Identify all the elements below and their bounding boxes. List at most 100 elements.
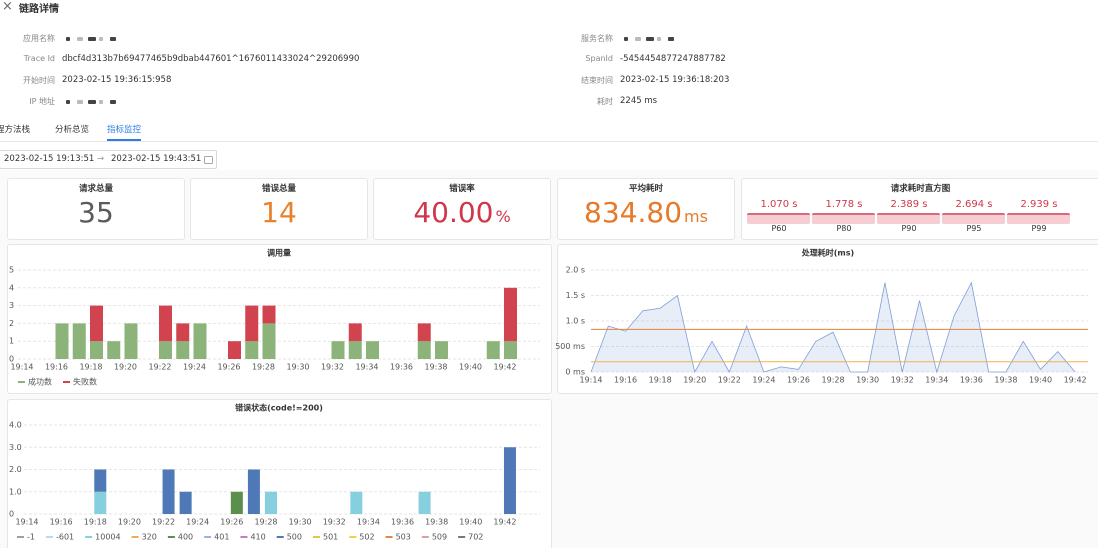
- bar: [107, 341, 121, 359]
- x-tick-label: 19:28: [822, 376, 845, 385]
- legend-label: 成功数: [28, 377, 52, 387]
- bar: [247, 469, 260, 514]
- legend-label: 702: [468, 533, 483, 542]
- page-title: 链路详情: [19, 4, 59, 15]
- chart-title: 错误状态(code!=200): [235, 403, 323, 413]
- histogram-label: P95: [966, 224, 982, 233]
- legend-label: 501: [323, 533, 338, 542]
- histogram-value: 1.070 s: [760, 199, 798, 210]
- x-tick-label: 19:18: [79, 363, 102, 372]
- bar: [94, 491, 107, 514]
- x-tick-label: 19:24: [183, 363, 206, 372]
- tab[interactable]: 指标监控: [107, 125, 142, 135]
- stat-card: 平均耗时 834.80 ms: [557, 178, 735, 240]
- y-tick-label: 4: [9, 283, 14, 292]
- stat-title: 平均耗时: [628, 184, 663, 194]
- info-label: Trace Id: [23, 54, 55, 63]
- info-label: SpanId: [585, 54, 613, 63]
- info-label: 应用名称: [23, 34, 55, 43]
- bar: [159, 341, 172, 359]
- bar: [331, 341, 345, 359]
- info-value: dbcf4d313b7b69477465b9dbab447601^1676011…: [62, 54, 360, 64]
- x-tick-label: 19:22: [148, 363, 171, 372]
- info-value: 2245 ms: [620, 96, 658, 106]
- legend-label: 502: [359, 533, 374, 542]
- x-tick-label: 19:18: [84, 518, 107, 527]
- bar: [90, 341, 103, 359]
- bar: [503, 447, 516, 514]
- bar: [230, 491, 243, 514]
- info-label: IP 地址: [29, 97, 55, 106]
- bar: [350, 491, 363, 514]
- y-tick-label: 3.0: [9, 443, 22, 452]
- date-range[interactable]: 2023-02-15 19:13:51 → 2023-02-15 19:43:51: [0, 150, 217, 169]
- masked-value: [110, 100, 116, 104]
- x-tick-label: 19:42: [493, 363, 516, 372]
- separator: [0, 141, 1098, 142]
- masked-value: [77, 100, 83, 104]
- bar: [90, 305, 103, 342]
- masked-value: [88, 100, 96, 104]
- area: [591, 282, 1076, 372]
- bar: [159, 305, 172, 342]
- bar: [55, 323, 69, 359]
- y-tick-label: 1.5 s: [566, 291, 585, 300]
- x-tick-label: 19:26: [787, 376, 810, 385]
- histogram-bar: [747, 213, 810, 224]
- legend-label: 失败数: [73, 377, 97, 387]
- y-tick-label: 1: [9, 337, 14, 346]
- histogram-bar: [877, 213, 940, 224]
- y-tick-label: 2.0 s: [566, 266, 585, 275]
- histogram-card: 请求耗时直方图 1.070 s P60 1.778 s P80 2.389 s P90 2.6…: [741, 178, 1098, 240]
- bar: [124, 323, 138, 359]
- legend-label: 509: [432, 533, 447, 542]
- close-icon[interactable]: ×: [2, 0, 13, 14]
- bar: [179, 491, 192, 514]
- masked-value: [99, 100, 103, 104]
- stat-card: 错误率 40.00%: [373, 178, 551, 240]
- tab[interactable]: 程方法栈: [0, 125, 31, 135]
- stat-unit: %: [495, 207, 511, 226]
- stat-value: 35: [8, 196, 184, 229]
- x-tick-label: 19:34: [357, 518, 380, 527]
- bar: [228, 341, 241, 359]
- legend-label: -601: [56, 533, 74, 542]
- x-tick-label: 19:24: [186, 518, 209, 527]
- info-value: 2023-02-15 19:36:15:958: [62, 75, 172, 85]
- calendar-icon: [204, 156, 213, 164]
- histogram-bar: [1007, 213, 1070, 224]
- bar: [435, 341, 448, 359]
- bar: [245, 341, 259, 359]
- histogram-bar: [812, 213, 875, 224]
- x-tick-label: 19:42: [1064, 376, 1087, 385]
- bar: [176, 323, 190, 342]
- y-tick-label: 4.0: [9, 421, 22, 430]
- tab[interactable]: 分析总览: [55, 125, 90, 135]
- x-tick-label: 19:32: [891, 376, 914, 385]
- y-tick-label: 0 ms: [565, 368, 585, 377]
- x-tick-label: 19:36: [391, 518, 414, 527]
- legend-label: 500: [287, 533, 302, 542]
- bar: [418, 491, 431, 514]
- x-tick-label: 19:38: [994, 376, 1017, 385]
- histogram-value: 2.694 s: [955, 199, 993, 210]
- x-tick-label: 19:32: [321, 363, 344, 372]
- date-end: 2023-02-15 19:43:51: [111, 154, 202, 164]
- bar: [72, 323, 86, 359]
- histogram-value: 2.389 s: [890, 199, 928, 210]
- stat-number: 834.80: [584, 196, 683, 229]
- info-label: 服务名称: [581, 34, 613, 43]
- bar: [504, 287, 517, 342]
- x-tick-label: 19:40: [459, 363, 482, 372]
- masked-value: [66, 37, 70, 41]
- y-tick-label: 500 ms: [555, 342, 585, 351]
- bar: [94, 469, 107, 492]
- y-tick-label: 1.0: [9, 487, 22, 496]
- y-tick-label: 0: [9, 510, 14, 519]
- bar: [262, 323, 276, 359]
- x-tick-label: 19:42: [493, 518, 516, 527]
- x-tick-label: 19:38: [425, 518, 448, 527]
- stat-title: 错误率: [449, 184, 475, 194]
- x-tick-label: 19:14: [15, 518, 38, 527]
